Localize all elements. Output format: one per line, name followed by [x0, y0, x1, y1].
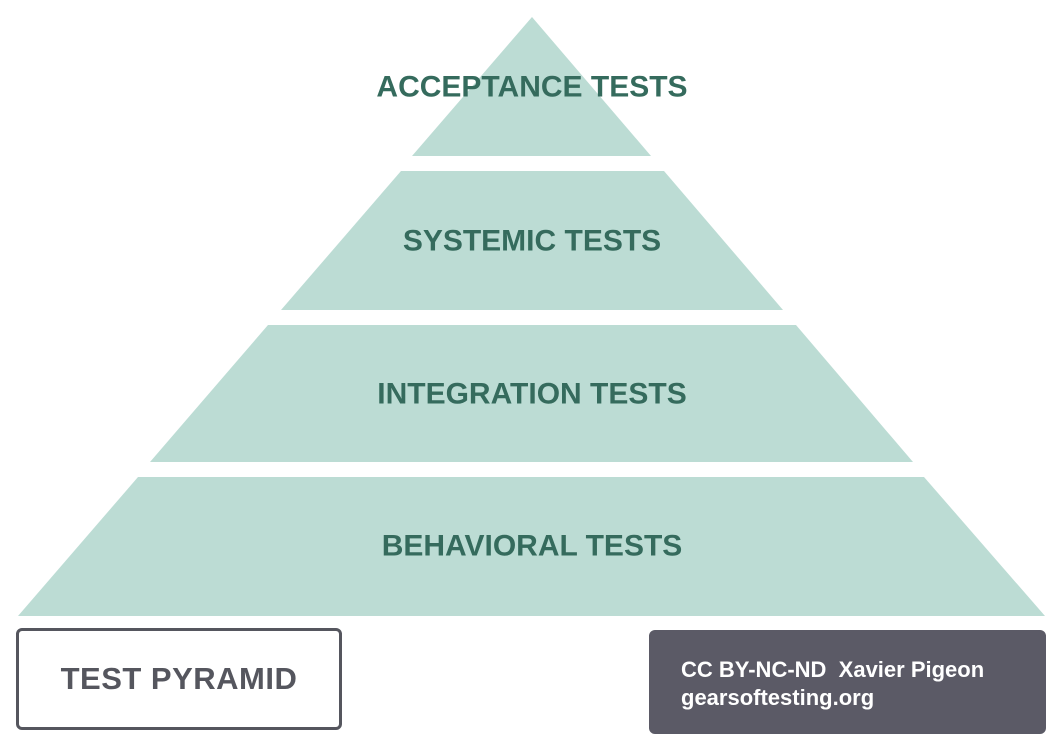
pyramid-tier-integration: INTEGRATION TESTS: [150, 325, 913, 462]
pyramid-tier-behavioral-shape: [18, 477, 1045, 616]
diagram-title: TEST PYRAMID: [60, 661, 298, 696]
website-line: gearsoftesting.org: [681, 685, 875, 710]
pyramid-tier-behavioral: BEHAVIORAL TESTS: [18, 477, 1045, 616]
pyramid-tier-integration-label: INTEGRATION TESTS: [377, 378, 686, 411]
pyramid-tier-acceptance: ACCEPTANCE TESTS: [376, 17, 688, 156]
pyramid-tier-systemic-label: SYSTEMIC TESTS: [403, 225, 661, 258]
pyramid-tier-systemic: SYSTEMIC TESTS: [281, 171, 783, 310]
diagram-title-box: TEST PYRAMID: [16, 628, 342, 730]
pyramid-tier-acceptance-label: ACCEPTANCE TESTS: [376, 71, 687, 104]
pyramid-tier-integration-shape: [150, 325, 913, 462]
pyramid-tier-systemic-shape: [281, 171, 783, 310]
pyramid-tier-acceptance-shape: [412, 17, 651, 156]
license-author-line: CC BY-NC-ND Xavier Pigeon: [681, 657, 985, 682]
pyramid-tier-behavioral-label: BEHAVIORAL TESTS: [382, 530, 683, 563]
credit-box: CC BY-NC-ND Xavier Pigeon gearsoftesting…: [649, 630, 1046, 734]
